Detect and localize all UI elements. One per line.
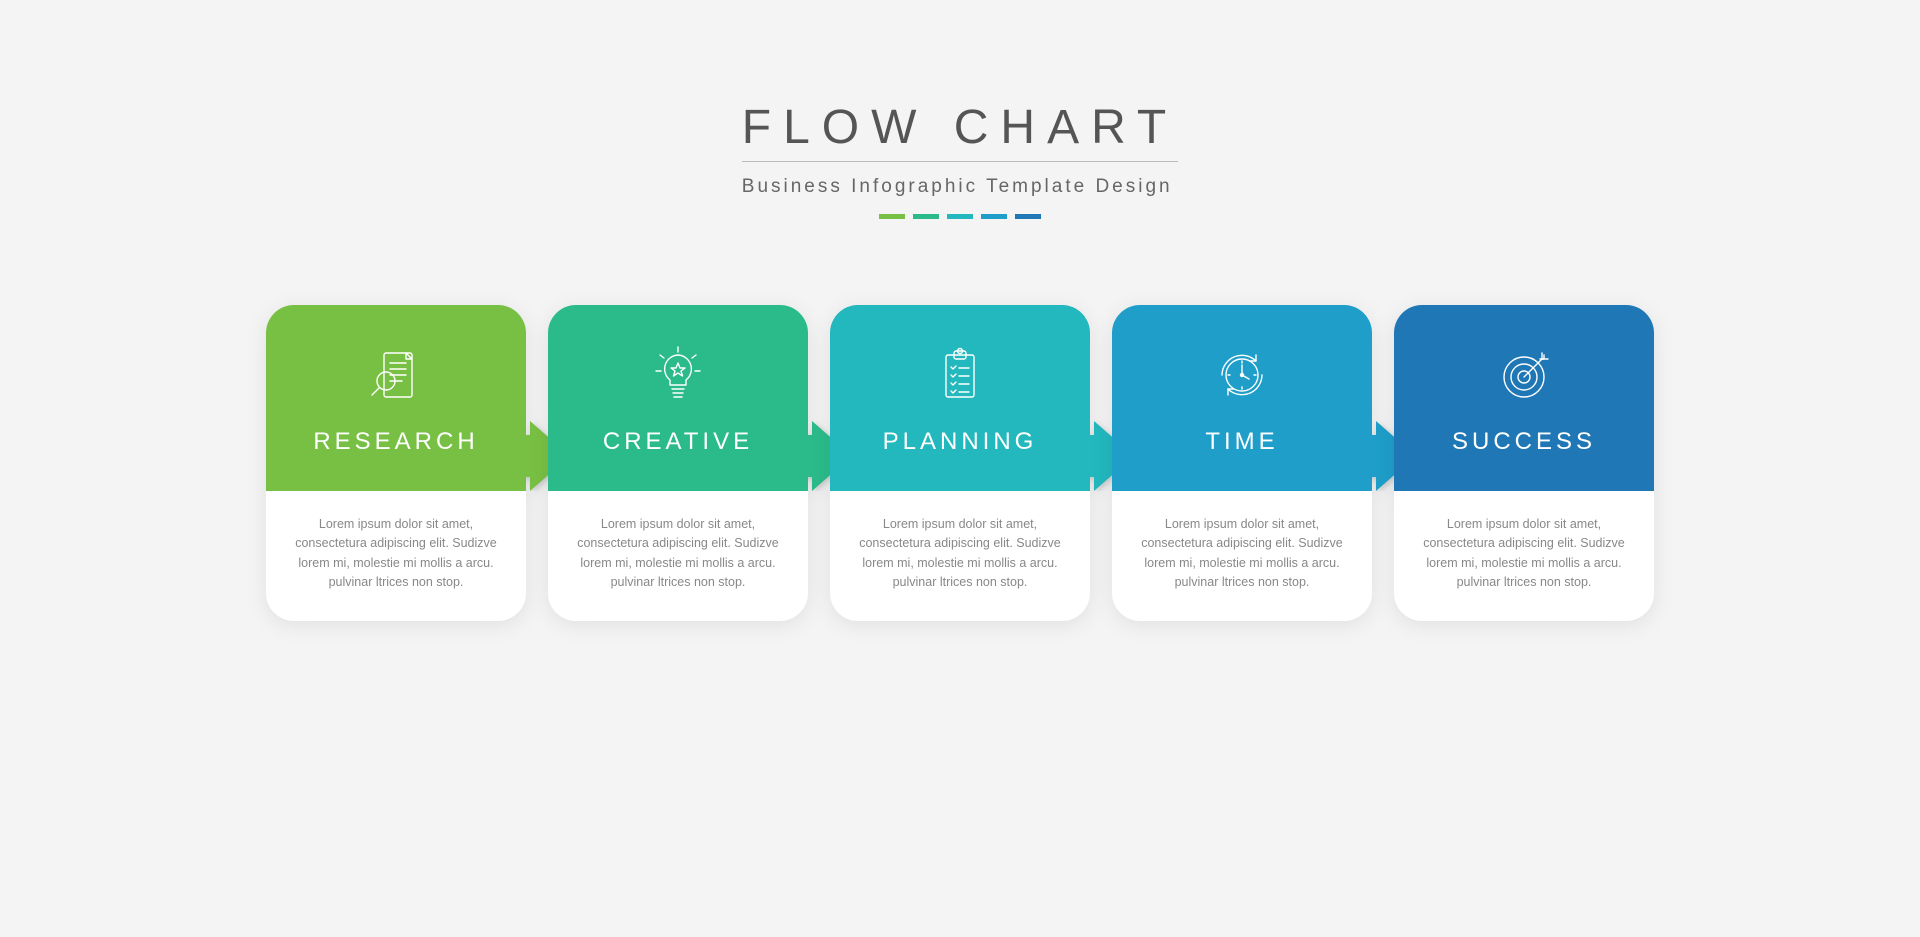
step-label: CREATIVE <box>603 428 753 456</box>
lightbulb-star-icon <box>643 340 713 410</box>
step-body: Lorem ipsum dolor sit amet, consectetura… <box>1112 491 1372 621</box>
step-body: Lorem ipsum dolor sit amet, consectetura… <box>548 491 808 621</box>
step-research: RESEARCH Lorem ipsum dolor sit amet, con… <box>266 305 526 621</box>
step-body: Lorem ipsum dolor sit amet, consectetura… <box>830 491 1090 621</box>
clipboard-check-icon <box>925 340 995 410</box>
flow-row: RESEARCH Lorem ipsum dolor sit amet, con… <box>266 305 1654 621</box>
step-top: PLANNING <box>830 305 1090 491</box>
swatch <box>913 214 939 219</box>
step-time: TIME Lorem ipsum dolor sit amet, consect… <box>1112 305 1372 621</box>
step-label: PLANNING <box>883 428 1038 456</box>
swatch <box>947 214 973 219</box>
header: FLOW CHART Business Infographic Template… <box>742 100 1178 219</box>
step-creative: CREATIVE Lorem ipsum dolor sit amet, con… <box>548 305 808 621</box>
swatch <box>879 214 905 219</box>
step-top: SUCCESS <box>1394 305 1654 491</box>
step-top: TIME <box>1112 305 1372 491</box>
step-success: SUCCESS Lorem ipsum dolor sit amet, cons… <box>1394 305 1654 621</box>
step-top: RESEARCH <box>266 305 526 491</box>
page-subtitle: Business Infographic Template Design <box>742 176 1178 198</box>
step-top: CREATIVE <box>548 305 808 491</box>
step-body: Lorem ipsum dolor sit amet, consectetura… <box>1394 491 1654 621</box>
step-planning: PLANNING Lorem ipsum dolor sit amet, con… <box>830 305 1090 621</box>
document-magnify-icon <box>361 340 431 410</box>
clock-refresh-icon <box>1207 340 1277 410</box>
target-arrow-icon <box>1489 340 1559 410</box>
swatch <box>1015 214 1041 219</box>
step-label: RESEARCH <box>313 428 478 456</box>
swatch <box>981 214 1007 219</box>
color-swatches <box>742 214 1178 219</box>
step-body: Lorem ipsum dolor sit amet, consectetura… <box>266 491 526 621</box>
step-label: TIME <box>1205 428 1278 456</box>
page-title: FLOW CHART <box>742 100 1178 162</box>
step-label: SUCCESS <box>1452 428 1596 456</box>
